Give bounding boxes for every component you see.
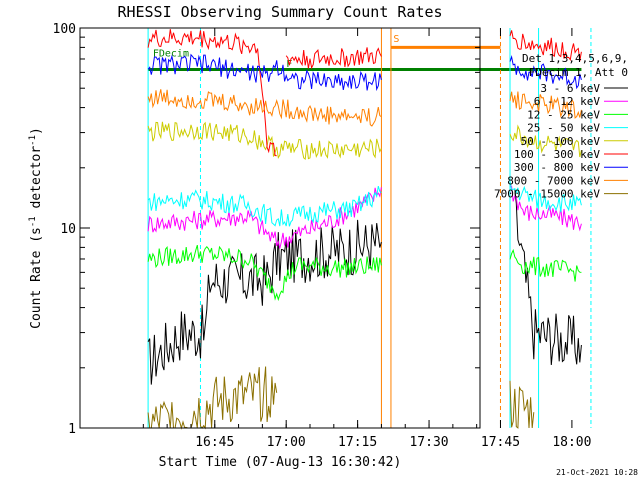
series-6-trace-0 [147, 53, 382, 92]
series-2 [147, 244, 582, 302]
legend-header-1: FDecim 1, Att 0 [529, 66, 628, 79]
series-0-trace-0 [147, 219, 382, 385]
y-axis-label-main: Count Rate (s [29, 227, 44, 329]
y-tick-label-1: 10 [60, 222, 76, 237]
series-1-trace-1 [509, 185, 582, 232]
series-5-trace-2 [509, 30, 582, 62]
series-layer [147, 29, 582, 430]
annotation-2: FDecim [153, 49, 189, 60]
series-8 [147, 366, 535, 430]
y-tick-label-0: 1 [68, 422, 76, 437]
series-7-trace-0 [147, 89, 382, 127]
series-4 [147, 121, 582, 161]
legend-label-8: 7000 - 15000 keV [494, 188, 600, 201]
x-tick-label-1: 17:00 [267, 435, 306, 450]
series-4-trace-1 [509, 124, 582, 158]
series-3 [147, 181, 582, 227]
x-tick-label-0: 16:45 [195, 435, 234, 450]
x-tick-label-3: 17:30 [409, 435, 448, 450]
x-tick-label-2: 17:15 [338, 435, 377, 450]
series-7-trace-1 [509, 91, 582, 119]
x-tick-label-4: 17:45 [481, 435, 520, 450]
series-0 [147, 188, 582, 385]
series-8-trace-1 [509, 380, 535, 429]
series-5-trace-1 [285, 47, 382, 70]
y-tick-label-2: 100 [53, 22, 76, 37]
y-axis-label-end: ) [29, 127, 44, 135]
legend-header-0: Det 1,3,4,5,6,9, [522, 52, 628, 65]
series-5 [147, 29, 582, 157]
legend-label-6: 300 - 800 keV [514, 161, 600, 174]
series-3-trace-1 [509, 181, 582, 213]
legend-label-3: 25 - 50 keV [527, 122, 600, 135]
axis-layer: 16:45 17:00 17:15 17:30 17:45 18:00 1 10 100 [53, 22, 592, 450]
series-8-trace-0 [147, 366, 278, 430]
series-1-trace-0 [147, 187, 382, 249]
legend-label-2: 12 - 25 keV [527, 108, 600, 121]
y-axis-label-sup: -1 [28, 216, 38, 227]
y-axis-label-mid: detector [29, 146, 44, 217]
y-axis-label: Count Rate (s-1 detector-1) [28, 127, 44, 329]
series-4-trace-0 [147, 121, 382, 161]
footer-timestamp: 21-Oct-2021 10:28 [556, 468, 638, 477]
legend-label-1: 6 - 12 keV [534, 95, 601, 108]
legend-label-0: 3 - 6 keV [540, 82, 600, 95]
series-2-trace-1 [509, 248, 582, 282]
annotation-0: S [393, 34, 399, 45]
y-axis-label-sup2: -1 [28, 135, 38, 146]
series-6-trace-1 [509, 54, 582, 90]
series-3-trace-0 [147, 185, 382, 227]
series-6 [147, 53, 582, 92]
series-5-trace-0 [147, 29, 277, 157]
legend: Det 1,3,4,5,6,9,FDecim 1, Att 0 3 - 6 keV… [494, 52, 628, 201]
series-7 [147, 89, 582, 127]
series-2-trace-0 [147, 244, 382, 302]
series-1 [147, 185, 582, 249]
legend-label-4: 50 - 100 keV [521, 135, 601, 148]
legend-label-5: 100 - 300 keV [514, 148, 600, 161]
x-axis-label: Start Time (07-Aug-13 16:30:42) [159, 455, 402, 470]
series-0-trace-1 [514, 188, 582, 366]
legend-label-7: 800 - 7000 keV [507, 174, 600, 187]
x-tick-label-5: 18:00 [552, 435, 591, 450]
chart-title: RHESSI Observing Summary Count Rates [117, 3, 442, 21]
